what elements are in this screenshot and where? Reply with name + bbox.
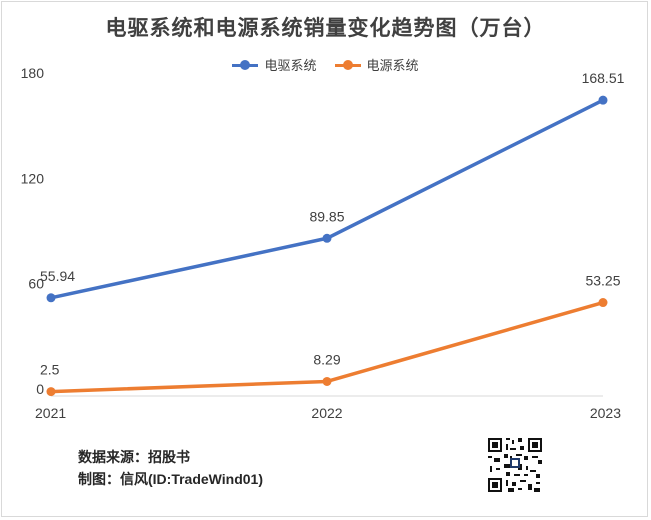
data-point-series-2-2021 bbox=[46, 387, 56, 397]
legend-item-series-1: 电驱系统 bbox=[232, 55, 317, 74]
y-tick-label-0: 0 bbox=[36, 381, 44, 397]
data-label-series-2-2021: 2.5 bbox=[40, 362, 60, 378]
legend-label-series-1: 电驱系统 bbox=[264, 58, 317, 73]
y-tick-label-180: 180 bbox=[21, 65, 45, 81]
data-label-series-1-2022: 89.85 bbox=[309, 208, 344, 224]
data-point-series-1-2023 bbox=[598, 95, 608, 105]
x-tick-label-2023: 2023 bbox=[590, 405, 621, 421]
x-tick-label-2022: 2022 bbox=[311, 405, 342, 421]
author-line: 制图：信风(ID:TradeWind01) bbox=[78, 471, 263, 487]
chart-legend: 电驱系统 电源系统 bbox=[0, 55, 651, 74]
qr-code-icon bbox=[486, 436, 544, 494]
chart-title: 电驱系统和电源系统销量变化趋势图（万台） bbox=[105, 15, 546, 40]
series-line-1 bbox=[49, 98, 605, 300]
legend-swatch-series-2 bbox=[334, 59, 361, 70]
source-line: 数据来源：招股书 bbox=[78, 449, 190, 465]
data-point-series-1-2021 bbox=[46, 293, 56, 303]
data-label-series-2-2022: 8.29 bbox=[313, 351, 340, 367]
data-label-series-1-2023: 168.51 bbox=[582, 70, 625, 86]
x-tick-label-2021: 2021 bbox=[35, 405, 66, 421]
legend-swatch-series-1 bbox=[232, 59, 259, 70]
legend-item-series-2: 电源系统 bbox=[334, 55, 419, 74]
legend-label-series-2: 电源系统 bbox=[366, 58, 419, 73]
y-tick-label-60: 60 bbox=[28, 276, 44, 292]
data-point-series-1-2022 bbox=[322, 233, 332, 243]
y-tick-label-120: 120 bbox=[21, 170, 45, 186]
data-label-series-2-2023: 53.25 bbox=[585, 273, 620, 289]
data-label-series-1-2021: 55.94 bbox=[40, 268, 75, 284]
source-note: 数据来源：招股书 制图：信风(ID:TradeWind01) bbox=[78, 446, 263, 490]
data-point-series-2-2022 bbox=[322, 376, 332, 386]
data-point-series-2-2023 bbox=[598, 298, 608, 308]
